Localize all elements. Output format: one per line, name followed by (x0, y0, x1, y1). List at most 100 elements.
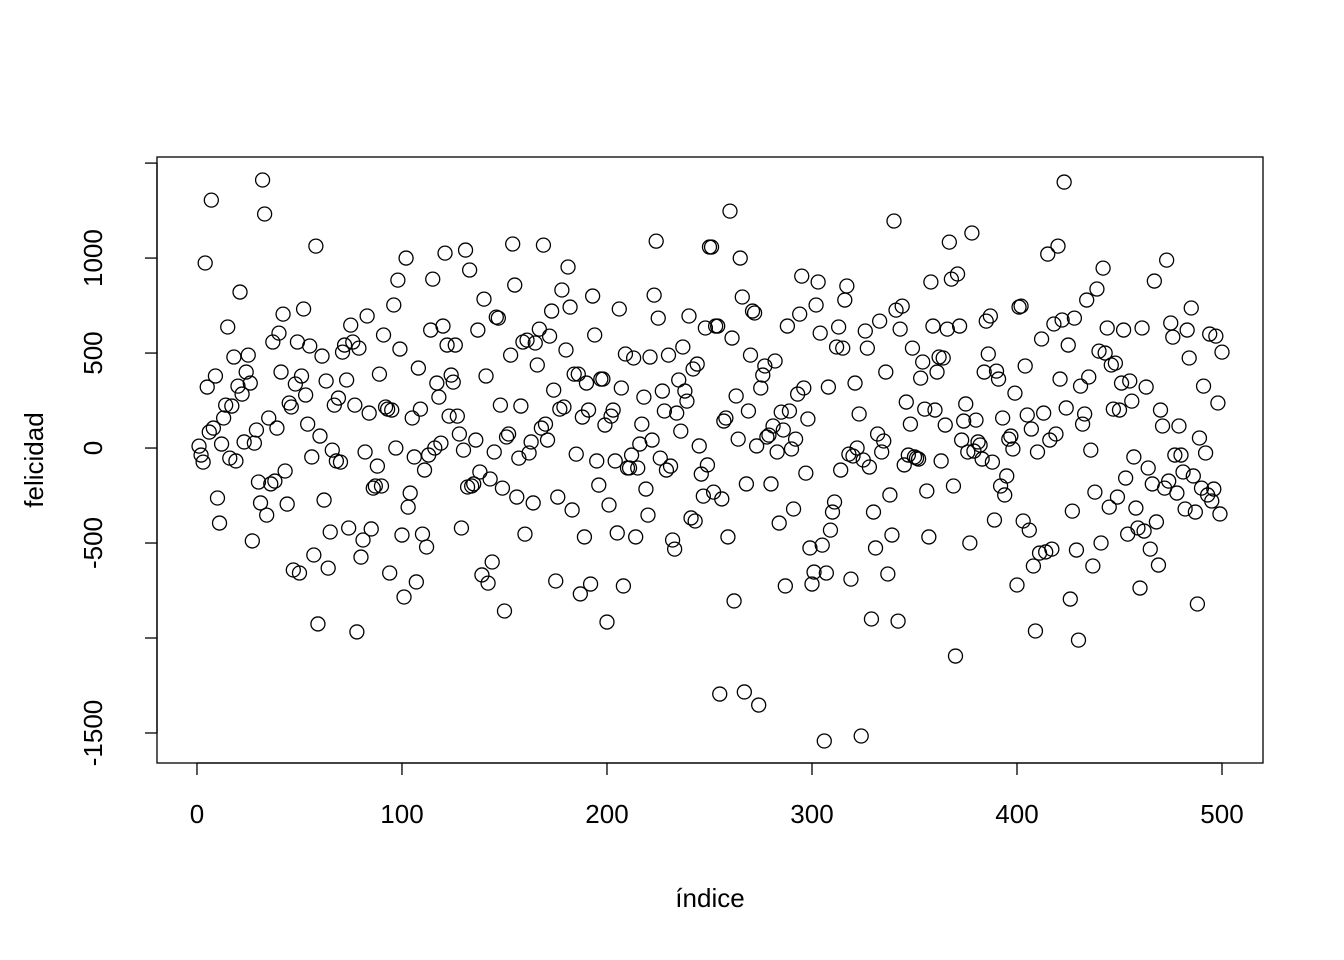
point (476, 291, 492, 307)
point (556, 399, 572, 415)
point (958, 396, 974, 412)
point (943, 271, 960, 287)
point (386, 297, 402, 313)
point (1138, 379, 1154, 395)
point (923, 274, 939, 290)
point (945, 478, 962, 494)
point (312, 428, 328, 444)
point (291, 565, 308, 581)
point (406, 449, 422, 465)
point (1148, 514, 1165, 530)
point (275, 306, 291, 322)
point (283, 399, 299, 415)
point (1035, 405, 1052, 421)
point (941, 234, 957, 250)
point (896, 457, 912, 473)
point (1101, 499, 1117, 515)
point (509, 489, 525, 505)
point (472, 464, 488, 480)
x-tick-label: 500 (1200, 799, 1243, 829)
point (451, 426, 468, 442)
point (658, 462, 675, 478)
point (1089, 281, 1105, 297)
point (644, 432, 660, 448)
point (1122, 373, 1138, 389)
point (338, 372, 355, 388)
point (392, 341, 408, 357)
point (625, 350, 642, 366)
point (343, 317, 359, 333)
point (1195, 378, 1212, 394)
point (505, 236, 521, 252)
point (203, 192, 219, 208)
point (1005, 441, 1021, 457)
point (443, 367, 459, 383)
point (1048, 426, 1064, 442)
point (751, 697, 767, 713)
point (898, 394, 914, 410)
point (482, 471, 498, 487)
point (810, 274, 826, 290)
point (982, 308, 998, 324)
point (496, 603, 513, 619)
point (228, 453, 244, 469)
point (980, 346, 996, 362)
point (396, 589, 412, 605)
point (240, 347, 256, 363)
x-tick-label: 100 (380, 799, 423, 829)
point (584, 288, 601, 304)
point (1052, 371, 1068, 387)
point (787, 431, 804, 447)
point (236, 434, 252, 450)
point (351, 340, 367, 356)
point (919, 483, 935, 499)
point (1099, 320, 1115, 336)
point (732, 250, 748, 266)
point (714, 491, 730, 507)
point (318, 373, 334, 389)
point (1150, 557, 1167, 573)
point (767, 353, 783, 369)
point (578, 375, 595, 391)
point (213, 436, 230, 452)
point (607, 453, 623, 469)
point (867, 540, 884, 556)
point (439, 337, 455, 353)
point (728, 388, 744, 404)
x-axis-label: índice (675, 883, 744, 913)
point (1113, 375, 1130, 391)
point (662, 458, 679, 474)
point (953, 432, 970, 448)
point (794, 268, 810, 284)
point (892, 321, 908, 337)
point (634, 416, 650, 432)
point (974, 451, 990, 467)
point (1202, 326, 1218, 342)
point (1007, 385, 1023, 401)
point (554, 282, 570, 298)
point (1171, 418, 1187, 434)
point (1146, 273, 1162, 289)
point (218, 397, 234, 413)
point (521, 445, 537, 461)
point (652, 450, 668, 466)
point (925, 318, 941, 334)
point (316, 492, 332, 508)
point (789, 386, 806, 402)
point (720, 529, 736, 545)
point (345, 334, 361, 350)
y-tick-label: 500 (78, 331, 108, 374)
point (599, 614, 615, 630)
point (691, 438, 707, 454)
point (748, 438, 765, 454)
point (1177, 501, 1193, 517)
point (736, 684, 752, 700)
point (1072, 378, 1089, 394)
point (1124, 393, 1140, 409)
point (1033, 331, 1050, 347)
point (882, 487, 898, 503)
point (197, 255, 213, 271)
point (410, 360, 427, 376)
point (1107, 355, 1124, 371)
point (1161, 473, 1177, 489)
